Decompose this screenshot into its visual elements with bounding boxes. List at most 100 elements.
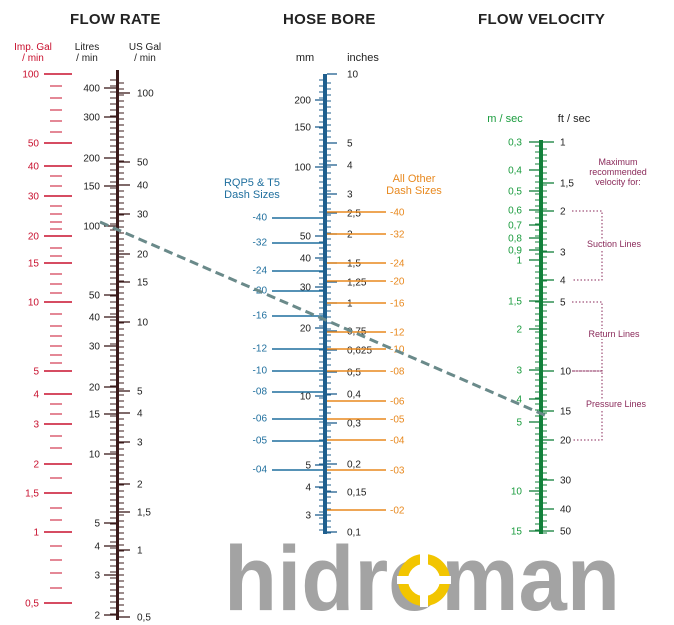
- rqp-dash-label: -12: [253, 344, 268, 355]
- inches-tick-label: 0,3: [347, 419, 361, 430]
- rqp-dash-label: -32: [253, 238, 268, 249]
- axis-hose-bore: [323, 74, 327, 534]
- other-dash-label: -40: [390, 208, 405, 219]
- inches-tick-label: 0,4: [347, 390, 361, 401]
- rqp-dash-label: -16: [253, 311, 268, 322]
- litres-tick-label: 150: [83, 182, 100, 193]
- imp-gal-tick-label: 5: [33, 367, 39, 378]
- ft-sec-tick-label: 1: [560, 138, 566, 149]
- note-max-velocity-line2: recommended: [589, 167, 647, 177]
- ft-sec-tick-label: 5: [560, 298, 566, 309]
- inches-tick-label: 4: [347, 161, 353, 172]
- unit-litres-line1: Litres: [74, 42, 100, 53]
- unit-mm: mm: [295, 52, 315, 64]
- ft-sec-tick-label: 3: [560, 248, 566, 259]
- litres-tick-label: 2: [94, 611, 100, 622]
- imp-gal-tick-label: 10: [28, 298, 40, 309]
- imp-gal-tick-label: 100: [22, 70, 39, 81]
- imp-gal-tick-label: 3: [33, 420, 39, 431]
- rqp-dash-label: -24: [253, 266, 268, 277]
- us-gal-tick-label: 15: [137, 278, 149, 289]
- litres-tick-label: 100: [83, 222, 100, 233]
- us-gal-tick-label: 100: [137, 89, 154, 100]
- litres-tick-label: 400: [83, 84, 100, 95]
- m-sec-tick-label: 4: [516, 395, 522, 406]
- other-dash-label: -03: [390, 466, 405, 477]
- other-dash-label: -06: [390, 397, 405, 408]
- litres-tick-label: 300: [83, 113, 100, 124]
- other-dash-label: -16: [390, 299, 405, 310]
- m-sec-tick-label: 0,3: [508, 138, 522, 149]
- us-gal-tick-label: 1,5: [137, 508, 151, 519]
- us-gal-tick-label: 40: [137, 181, 149, 192]
- m-sec-tick-label: 3: [516, 366, 522, 377]
- rqp-dash-label: -06: [253, 414, 268, 425]
- ft-sec-tick-label: 4: [560, 276, 566, 287]
- label-pressure-lines: Pressure Lines: [578, 399, 654, 409]
- inches-tick-label: 0,2: [347, 460, 361, 471]
- other-dash-label: -08: [390, 367, 405, 378]
- unit-us-gal-line1: US Gal: [128, 42, 162, 53]
- ft-sec-tick-label: 20: [560, 436, 572, 447]
- us-gal-tick-label: 50: [137, 158, 149, 169]
- mm-tick-label: 3: [305, 511, 311, 522]
- m-sec-tick-label: 5: [516, 418, 522, 429]
- inches-tick-label: 3: [347, 190, 353, 201]
- mm-tick-label: 100: [294, 163, 311, 174]
- imp-gal-tick-label: 0,5: [25, 599, 39, 610]
- m-sec-tick-label: 0,9: [508, 246, 522, 257]
- header-flow-velocity: FLOW VELOCITY: [478, 11, 606, 28]
- mm-tick-label: 150: [294, 123, 311, 134]
- axis-flow-velocity: [539, 140, 543, 534]
- note-max-velocity-line1: Maximum: [598, 157, 638, 167]
- mm-tick-label: 5: [305, 461, 311, 472]
- us-gal-tick-label: 5: [137, 387, 143, 398]
- mm-tick-label: 4: [305, 483, 311, 494]
- mm-tick-label: 200: [294, 96, 311, 107]
- m-sec-tick-label: 10: [511, 487, 523, 498]
- note-other-line1: All Other: [392, 173, 436, 185]
- unit-inches: inches: [347, 52, 379, 64]
- mm-tick-label: 30: [300, 283, 312, 294]
- unit-ft-sec: ft / sec: [557, 113, 591, 125]
- imp-gal-tick-label: 20: [28, 232, 40, 243]
- mm-tick-label: 10: [300, 392, 312, 403]
- axis-flow-rate: [116, 70, 119, 620]
- rqp-dash-label: -05: [253, 436, 268, 447]
- rqp-dash-label: -08: [253, 387, 268, 398]
- litres-tick-label: 20: [89, 383, 101, 394]
- unit-m-sec: m / sec: [487, 113, 523, 125]
- note-max-velocity-line3: velocity for:: [595, 177, 641, 187]
- imp-gal-tick-label: 40: [28, 162, 40, 173]
- us-gal-tick-label: 30: [137, 210, 149, 221]
- litres-tick-label: 15: [89, 410, 101, 421]
- mm-tick-label: 50: [300, 232, 312, 243]
- ft-sec-tick-label: 50: [560, 527, 572, 538]
- inches-tick-label: 1: [347, 299, 353, 310]
- litres-tick-label: 40: [89, 313, 101, 324]
- note-other-dash-sizes: All Other Dash Sizes: [378, 173, 450, 197]
- ft-sec-tick-label: 1,5: [560, 179, 574, 190]
- m-sec-tick-label: 1: [516, 256, 522, 267]
- imp-gal-tick-label: 1,5: [25, 489, 39, 500]
- ft-sec-tick-label: 2: [560, 207, 566, 218]
- imp-gal-tick-label: 4: [33, 390, 39, 401]
- rqp-dash-label: -10: [253, 366, 268, 377]
- other-dash-label: -24: [390, 259, 405, 270]
- rqp-dash-label: -04: [253, 465, 268, 476]
- us-gal-tick-label: 4: [137, 409, 143, 420]
- ft-sec-tick-label: 40: [560, 505, 572, 516]
- header-hose-bore: HOSE BORE: [283, 11, 376, 28]
- inches-tick-label: 1,5: [347, 259, 361, 270]
- litres-tick-label: 3: [94, 571, 100, 582]
- m-sec-tick-label: 2: [516, 325, 522, 336]
- other-dash-label: -20: [390, 277, 405, 288]
- inches-tick-label: 2,5: [347, 209, 361, 220]
- litres-tick-label: 5: [94, 519, 100, 530]
- unit-us-gal-line2: / min: [134, 53, 156, 64]
- us-gal-tick-label: 0,5: [137, 613, 151, 624]
- unit-litres-line2: / min: [76, 53, 98, 64]
- litres-tick-label: 10: [89, 450, 101, 461]
- litres-tick-label: 4: [94, 542, 100, 553]
- note-rqp-line1: RQP5 & T5: [223, 177, 281, 189]
